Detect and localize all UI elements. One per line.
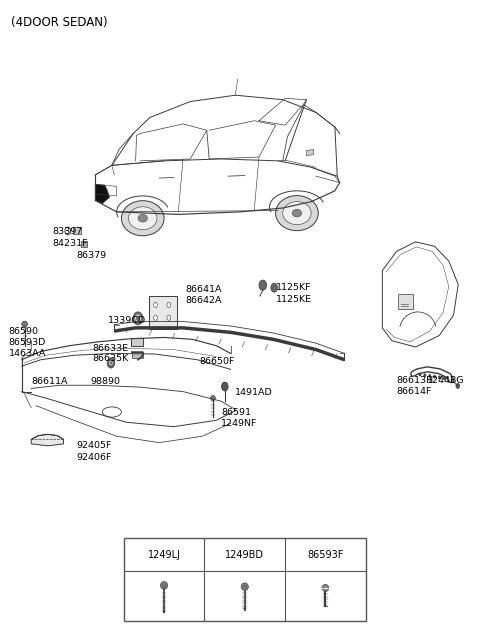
Text: 1125KF
1125KE: 1125KF 1125KE xyxy=(276,284,312,303)
Circle shape xyxy=(133,312,143,325)
Text: 1244BG: 1244BG xyxy=(427,376,465,385)
Circle shape xyxy=(448,377,451,381)
Text: 86650F: 86650F xyxy=(200,357,235,366)
Ellipse shape xyxy=(160,581,168,589)
Circle shape xyxy=(259,280,266,290)
Ellipse shape xyxy=(283,202,311,224)
Text: 92405F
92406F: 92405F 92406F xyxy=(76,441,112,462)
FancyBboxPatch shape xyxy=(132,352,143,358)
Circle shape xyxy=(438,376,441,379)
Circle shape xyxy=(167,315,171,320)
Text: 1249LJ: 1249LJ xyxy=(147,550,180,560)
Text: (4DOOR SEDAN): (4DOOR SEDAN) xyxy=(12,15,108,28)
Polygon shape xyxy=(31,434,63,446)
Circle shape xyxy=(456,383,460,388)
Ellipse shape xyxy=(292,210,301,217)
Text: 86641A
86642A: 86641A 86642A xyxy=(185,285,222,305)
Text: 1249BD: 1249BD xyxy=(225,550,264,560)
Circle shape xyxy=(271,284,277,292)
FancyBboxPatch shape xyxy=(398,294,413,309)
Polygon shape xyxy=(306,149,313,156)
Circle shape xyxy=(414,372,417,376)
Ellipse shape xyxy=(121,201,164,236)
Circle shape xyxy=(221,382,228,391)
Ellipse shape xyxy=(22,322,27,327)
Circle shape xyxy=(154,302,157,307)
Ellipse shape xyxy=(138,214,147,222)
Text: 1491AD: 1491AD xyxy=(235,388,273,397)
Ellipse shape xyxy=(322,584,329,592)
Text: 83397
84231F: 83397 84231F xyxy=(53,227,88,248)
Text: 86591
1249NF: 86591 1249NF xyxy=(221,408,257,428)
Circle shape xyxy=(167,302,171,307)
Circle shape xyxy=(443,376,446,380)
Text: 1339CD: 1339CD xyxy=(108,316,146,325)
Text: 86635K: 86635K xyxy=(92,354,128,363)
Polygon shape xyxy=(96,185,109,204)
Text: 86613H
86614F: 86613H 86614F xyxy=(396,376,434,396)
FancyBboxPatch shape xyxy=(131,338,143,346)
FancyBboxPatch shape xyxy=(81,240,87,247)
Circle shape xyxy=(107,358,115,368)
Text: 86593F: 86593F xyxy=(307,550,344,560)
FancyBboxPatch shape xyxy=(73,226,81,234)
Circle shape xyxy=(423,374,426,377)
Text: 86379: 86379 xyxy=(76,251,107,260)
Circle shape xyxy=(428,374,431,378)
Ellipse shape xyxy=(241,583,248,590)
Text: 98890: 98890 xyxy=(91,377,120,386)
Ellipse shape xyxy=(129,207,157,230)
Ellipse shape xyxy=(276,195,318,231)
Text: 86611A: 86611A xyxy=(31,377,68,386)
Circle shape xyxy=(154,315,157,320)
FancyBboxPatch shape xyxy=(149,296,177,329)
Text: 86633E: 86633E xyxy=(92,344,128,353)
Bar xyxy=(124,538,366,621)
Circle shape xyxy=(419,372,421,376)
Circle shape xyxy=(433,375,436,379)
Text: 86590
86593D
1463AA: 86590 86593D 1463AA xyxy=(9,327,46,359)
Ellipse shape xyxy=(211,395,216,401)
